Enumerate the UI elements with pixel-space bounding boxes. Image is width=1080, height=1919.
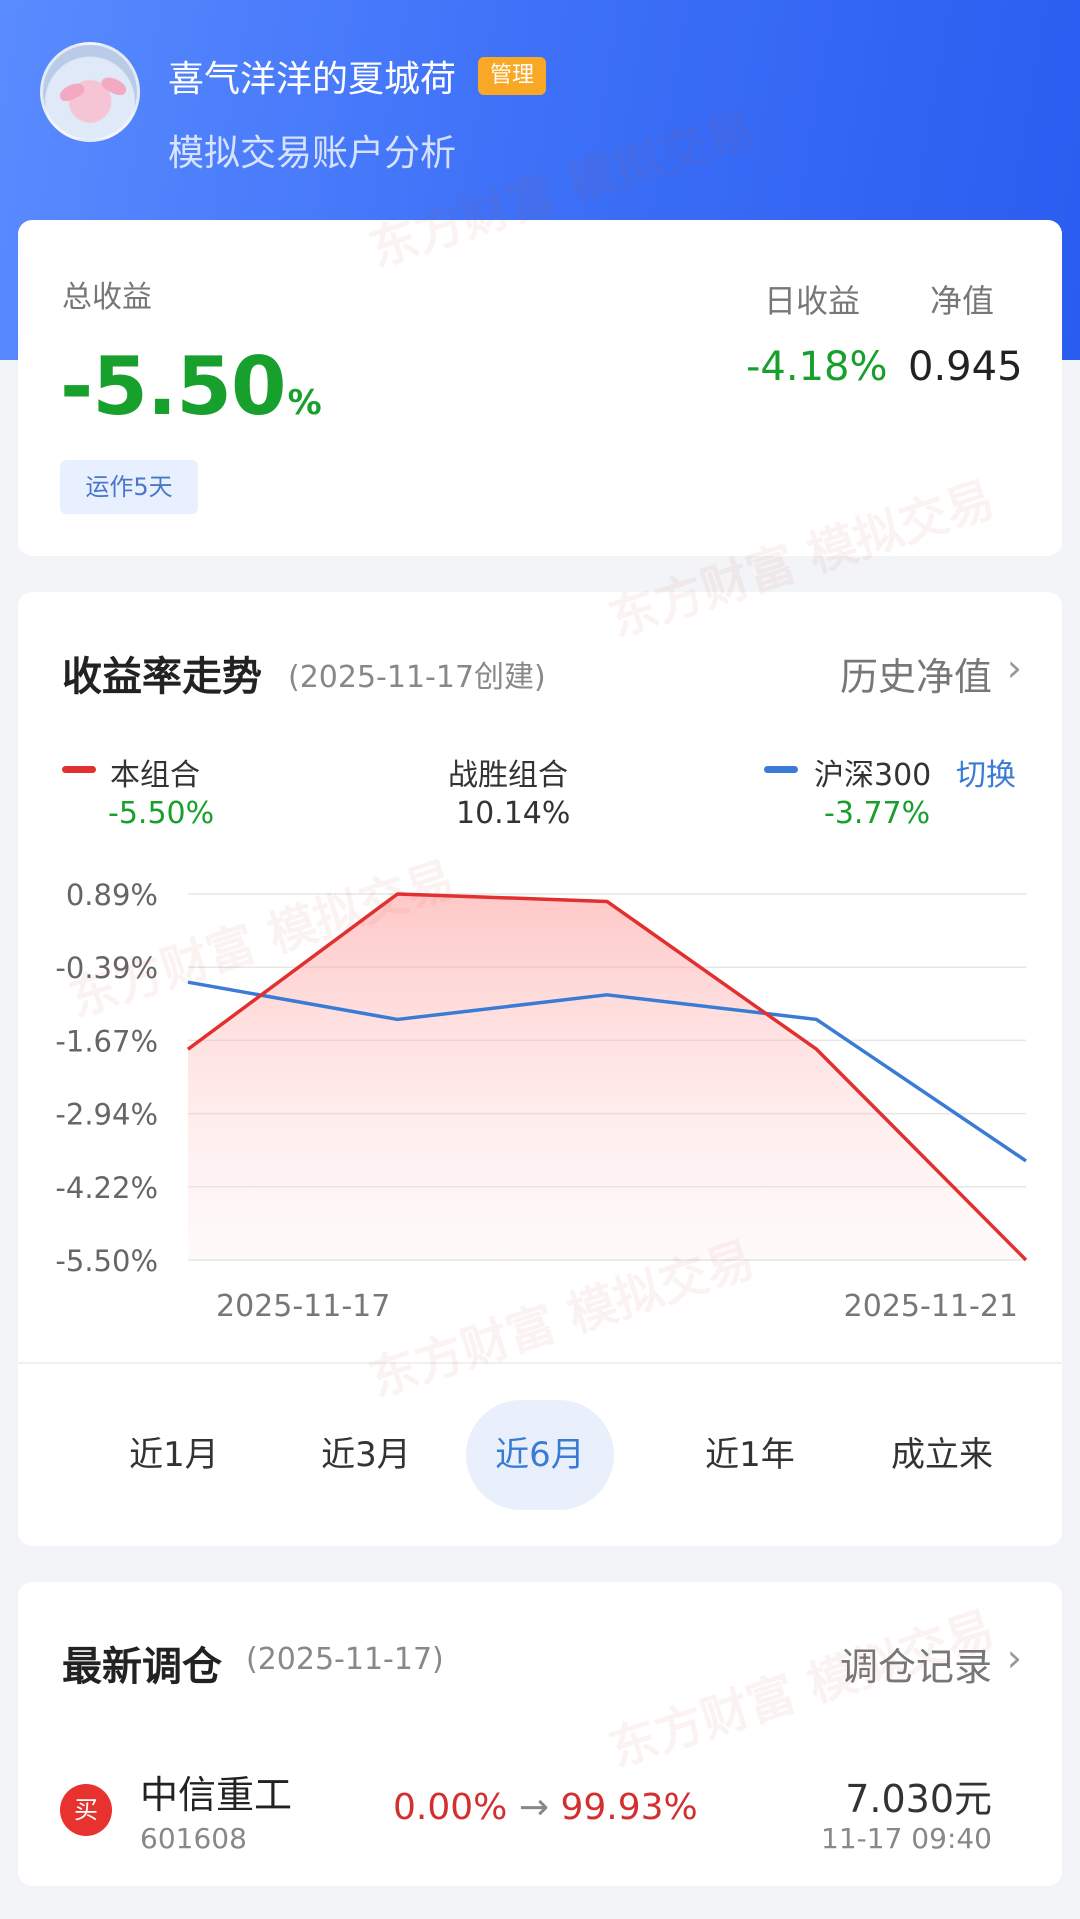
tab-since-inception[interactable]: 成立来 (891, 1435, 993, 1475)
tab-1-month[interactable]: 近1月 (129, 1435, 219, 1475)
avatar-ear (99, 74, 129, 98)
return-trend-card: 收益率走势 (2025-11-17创建) 历史净值 › 本组合 -5.50% 战… (18, 592, 1062, 1546)
switch-benchmark-button[interactable]: 切换 (956, 758, 1016, 793)
y-tick-label: -2.94% (55, 1098, 158, 1132)
chevron-right-icon[interactable]: › (1006, 1636, 1022, 1680)
rebalance-title: 最新调仓 (62, 1644, 222, 1690)
stock-name: 中信重工 (140, 1773, 293, 1817)
stock-code: 601608 (140, 1822, 247, 1855)
y-tick-label: -0.39% (55, 951, 158, 985)
legend-index-value: -3.77% (824, 796, 931, 831)
rebalance-record-link[interactable]: 调仓记录 (839, 1645, 992, 1689)
avatar[interactable] (40, 42, 140, 142)
y-tick-label: -4.22% (55, 1171, 158, 1205)
position-from: 0.00% (393, 1787, 508, 1828)
y-tick-label: -5.50% (55, 1244, 158, 1278)
tab-6-months[interactable]: 近6月 (466, 1400, 614, 1510)
rebalance-card: 最新调仓 (2025-11-17) 调仓记录 › 买 中信重工 601608 0… (18, 1582, 1062, 1886)
tab-1-year[interactable]: 近1年 (705, 1435, 795, 1475)
total-return-number: -5.50 (60, 340, 287, 433)
trend-title: 收益率走势 (62, 654, 262, 700)
series-line-1 (187, 980, 1027, 1163)
x-tick-label: 2025-11-21 (844, 1289, 1018, 1324)
trade-time: 11-17 09:40 (821, 1822, 992, 1855)
rebalance-date: (2025-11-17) (246, 1642, 444, 1677)
run-days-badge: 运作5天 (60, 460, 198, 514)
x-tick-label: 2025-11-17 (216, 1289, 390, 1324)
legend-index-label: 沪深300 (814, 758, 932, 793)
daily-return-label: 日收益 (764, 282, 861, 320)
summary-card: 总收益 -5.50% 运作5天 日收益 净值 -4.18% 0.945 (18, 220, 1062, 556)
legend-line-portfolio (62, 766, 96, 773)
tab-3-months[interactable]: 近3月 (321, 1435, 411, 1475)
admin-badge: 管理 (478, 57, 547, 95)
page-subtitle: 模拟交易账户分析 (168, 133, 457, 174)
legend-portfolio-label: 本组合 (110, 758, 200, 793)
chevron-right-icon[interactable]: › (1006, 646, 1022, 690)
nav-value: 0.945 (908, 344, 1023, 390)
total-return-value: -5.50% (60, 340, 322, 433)
daily-return-value: -4.18% (746, 344, 888, 390)
history-nav-link[interactable]: 历史净值 (839, 655, 992, 699)
legend-portfolio-value: -5.50% (108, 796, 215, 831)
trend-created-date: (2025-11-17创建) (288, 660, 546, 695)
y-tick-label: -1.67% (55, 1024, 158, 1058)
buy-icon: 买 (60, 1784, 112, 1836)
total-return-unit: % (287, 383, 322, 423)
section-divider (18, 1362, 1062, 1364)
series-line-0 (186, 892, 1028, 1262)
avatar-ear (57, 80, 87, 104)
y-tick-label: 0.89% (66, 878, 158, 912)
return-line-chart: 0.89% -0.39% -1.67% -2.94% -4.22% -5.50% 2025… (55, 878, 1028, 1324)
series-area-0 (188, 894, 1026, 1260)
legend-beat-label: 战胜组合 (448, 758, 568, 793)
legend-line-index (764, 766, 798, 773)
legend-beat-value: 10.14% (456, 796, 571, 831)
total-return-label: 总收益 (62, 280, 152, 315)
arrow-right-icon: → (518, 1787, 549, 1828)
user-name: 喜气洋洋的夏城荷 (168, 59, 457, 100)
position-change: 0.00% → 99.93% (393, 1787, 698, 1828)
period-tabs: 近1月 近3月 近6月 近1年 成立来 (18, 1400, 1062, 1510)
trade-price: 7.030元 (845, 1777, 992, 1821)
position-to: 99.93% (560, 1787, 698, 1828)
nav-label: 净值 (930, 282, 995, 320)
